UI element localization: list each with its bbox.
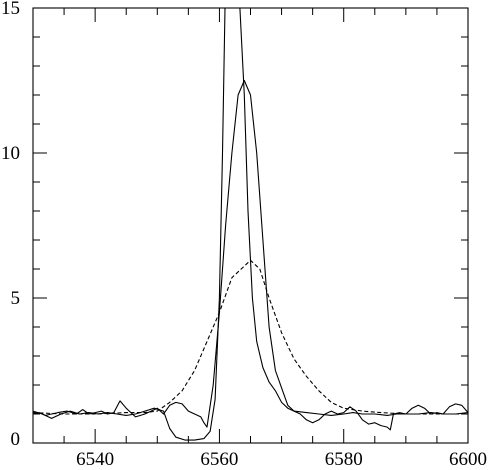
axis-ticks (32, 7, 469, 444)
y-tick-label: 15 (1, 0, 20, 19)
x-tick-label: 6600 (449, 449, 487, 470)
series-line-1 (33, 8, 468, 441)
y-tick-label: 10 (1, 143, 20, 164)
series-group (33, 8, 468, 441)
x-tick-label: 6540 (76, 449, 114, 470)
y-tick-label: 0 (11, 429, 21, 450)
y-tick-label: 5 (11, 288, 21, 309)
series-line-3 (33, 259, 468, 415)
x-tick-label: 6580 (325, 449, 363, 470)
plot-frame (32, 7, 469, 444)
x-tick-label: 6560 (200, 449, 238, 470)
